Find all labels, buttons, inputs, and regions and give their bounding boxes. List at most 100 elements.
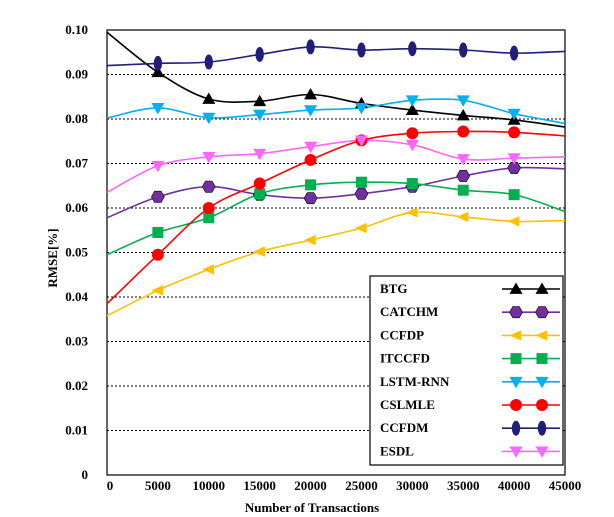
data-point-ccfdp	[507, 216, 520, 227]
data-point-esdl	[151, 160, 165, 173]
y-tick-label: 0.09	[65, 67, 88, 82]
data-point-lstm-rnn	[405, 95, 419, 107]
legend-marker-cslmle	[510, 399, 522, 411]
y-tick-label: 0.05	[65, 245, 88, 260]
legend-marker-ccfdp	[535, 330, 548, 341]
data-point-ccfdp	[456, 211, 469, 223]
series-line-ccfdm	[106, 46, 566, 67]
data-point-btg	[253, 94, 267, 107]
data-point-cslmle	[457, 125, 470, 138]
x-tick-label: 20000	[294, 478, 327, 493]
y-tick-label: 0.04	[65, 289, 88, 304]
plot-frame	[106, 29, 566, 476]
legend-box	[369, 275, 564, 466]
data-point-ccfdm	[357, 42, 366, 58]
legend-marker-ccfdm	[511, 420, 521, 436]
series-line-lstm-rnn	[106, 98, 566, 125]
y-tick-label: 0.02	[65, 378, 88, 393]
data-point-itccfd	[305, 179, 317, 191]
legend-marker-itccfd	[510, 353, 522, 365]
legend-marker-lstm-rnn	[509, 376, 523, 389]
x-tick-label: 25000	[345, 478, 378, 493]
data-point-lstm-rnn	[354, 103, 368, 115]
legend-marker-catchm	[509, 306, 523, 319]
data-point-ccfdm	[153, 55, 163, 71]
y-axis-ticks: 0 0.01 0.02 0.03 0.04 0.05 0.06 0.07 0.08 0.09 0.1…	[65, 22, 88, 482]
data-point-ccfdm	[204, 54, 213, 70]
legend-label-lstm-rnn: LSTM-RNN	[380, 374, 450, 389]
legend-marker-btg	[509, 282, 523, 294]
data-point-btg	[202, 92, 216, 104]
x-tick-label: 10000	[193, 478, 226, 493]
legend-label-itccfd: ITCCFD	[380, 351, 430, 366]
series-line-esdl	[106, 139, 566, 194]
x-axis-title: Number of Transactions	[245, 500, 379, 515]
data-point-cslmle	[253, 177, 266, 190]
legend-marker-esdl	[535, 446, 549, 458]
y-tick-label: 0.07	[65, 156, 88, 171]
x-tick-label: 45000	[549, 478, 582, 493]
series-line-cslmle	[106, 130, 566, 305]
legend-label-ccfdp: CCFDP	[380, 327, 424, 342]
legend-marker-catchm	[535, 306, 549, 319]
data-point-ccfdp	[405, 207, 418, 218]
data-point-esdl	[354, 135, 368, 147]
legend-label-ccfdm: CCFDM	[380, 420, 428, 435]
data-point-catchm	[151, 190, 165, 203]
x-tick-label: 5000	[145, 478, 171, 493]
data-point-catchm	[354, 187, 369, 200]
data-point-cslmle	[202, 202, 215, 214]
x-tick-label: 40000	[498, 478, 531, 493]
legend-marker-ccfdp	[509, 330, 522, 341]
data-point-ccfdm	[306, 39, 315, 55]
y-tick-label: 0.08	[65, 111, 88, 126]
data-point-catchm	[507, 162, 521, 174]
legend-label-cslmle: CSLMLE	[380, 397, 435, 412]
data-point-ccfdp	[354, 222, 367, 234]
data-point-ccfdm	[408, 41, 417, 57]
series-line-catchm	[106, 166, 566, 219]
grid	[107, 74, 565, 431]
data-point-cslmle	[406, 127, 419, 140]
x-axis-ticks: 0 5000 10000 15000 20000 25000 30000 35000 40000…	[107, 478, 582, 493]
data-point-itccfd	[254, 188, 266, 200]
legend-marker-esdl	[509, 446, 523, 458]
data-point-itccfd	[152, 226, 164, 238]
data-point-esdl	[507, 153, 521, 165]
data-point-btg	[304, 88, 318, 100]
data-point-lstm-rnn	[253, 109, 267, 122]
x-tick-label: 15000	[243, 478, 276, 493]
data-point-lstm-rnn	[202, 112, 216, 125]
data-point-itccfd	[457, 184, 469, 196]
data-point-lstm-rnn	[456, 95, 470, 107]
y-tick-label: 0.01	[65, 423, 88, 438]
x-tick-label: 35000	[447, 478, 480, 493]
data-point-ccfdm	[459, 42, 468, 58]
data-point-catchm	[201, 180, 216, 193]
legend: BTG CATCHM CCFDP ITCCFD LSTM-RNN CSLMLE CCFDM E…	[369, 275, 564, 466]
data-point-ccfdp	[151, 285, 164, 296]
series-line-ccfdp	[106, 211, 566, 317]
data-point-esdl	[202, 151, 216, 164]
data-point-esdl	[405, 139, 419, 152]
data-point-itccfd	[406, 178, 418, 190]
data-point-ccfdp	[253, 246, 265, 257]
y-tick-label: 0	[82, 467, 89, 482]
y-tick-label: 0.10	[65, 22, 88, 37]
data-point-itccfd	[355, 176, 367, 188]
legend-marker-cslmle	[536, 399, 548, 411]
legend-marker-lstm-rnn	[535, 376, 549, 389]
y-tick-label: 0.03	[65, 334, 88, 349]
data-point-ccfdp	[202, 264, 214, 275]
y-axis-title: RMSE[%]	[45, 228, 60, 287]
data-point-ccfdm	[509, 45, 519, 61]
x-tick-label: 30000	[396, 478, 429, 493]
data-point-itccfd	[203, 212, 215, 224]
data-point-btg	[151, 65, 165, 78]
data-point-cslmle	[304, 153, 317, 166]
data-point-ccfdp	[304, 234, 316, 246]
data-point-ccfdm	[255, 46, 264, 62]
series-lines	[106, 31, 566, 317]
legend-marker-itccfd	[536, 353, 548, 365]
